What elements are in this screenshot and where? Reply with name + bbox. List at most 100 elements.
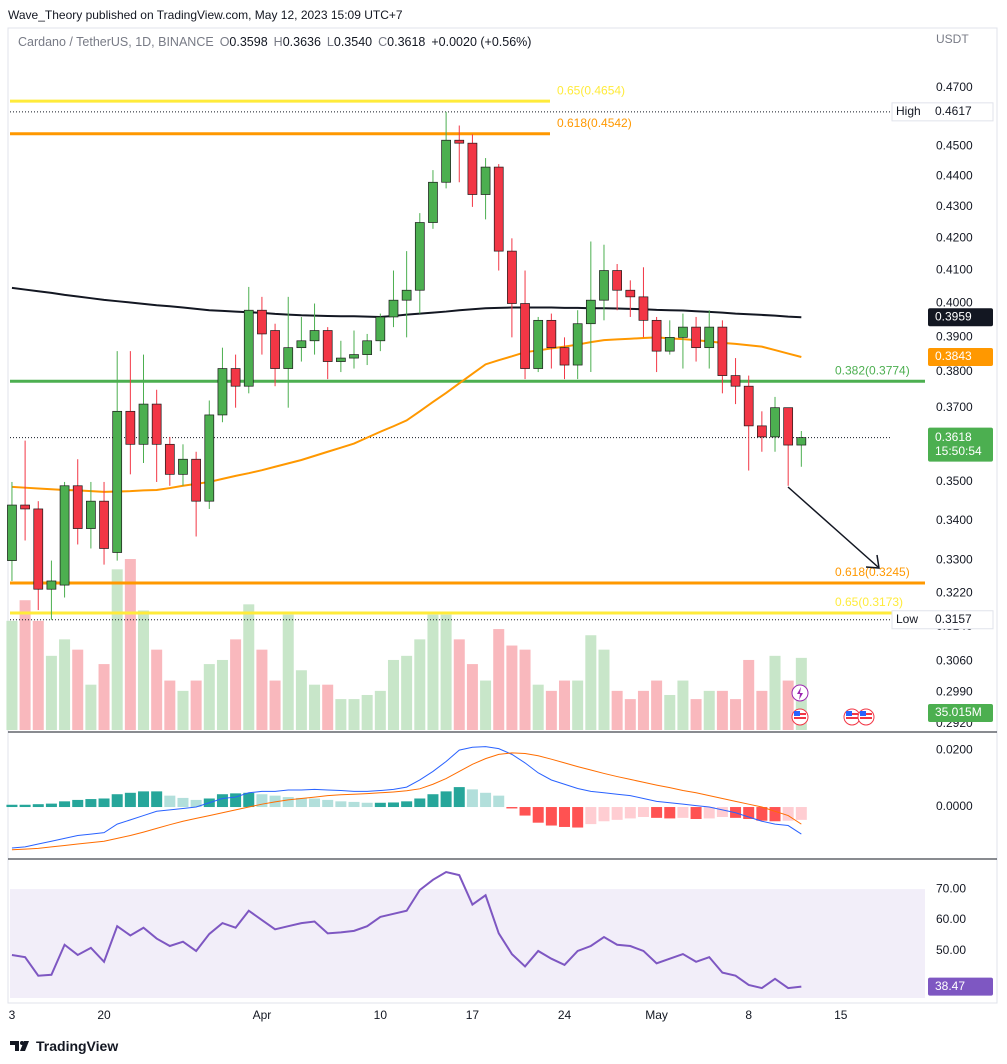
candle-body (125, 410, 136, 445)
macd-hist-bar (177, 797, 189, 808)
candle-body (599, 270, 609, 301)
macd-hist-bar (138, 791, 150, 808)
legend-key: L (326, 35, 334, 49)
candle-body (572, 323, 583, 366)
candle-body (796, 437, 807, 446)
candle-body (217, 368, 228, 416)
volume-bar (335, 699, 347, 730)
macd-hist-bar (295, 797, 307, 808)
volume-bar (374, 690, 386, 730)
volume-bar (98, 664, 110, 730)
volume-bar (782, 680, 794, 730)
macd-line (11, 746, 802, 849)
macd-hist-bar (651, 807, 663, 818)
candle-body (559, 347, 570, 366)
candle-body (691, 326, 701, 349)
ma-last-label-box (928, 308, 993, 327)
macd-hist-bar (401, 801, 413, 808)
y-tick-label: 0.3700 (936, 400, 973, 414)
low-marker-box (891, 610, 994, 630)
low-marker-name: Low (896, 612, 918, 626)
y-tick-label: 0.4100 (936, 263, 973, 277)
volume-bar (493, 629, 505, 730)
candle-body (480, 166, 491, 195)
rsi-last-box (928, 977, 993, 996)
volume-bar (322, 684, 334, 730)
macd-hist-bar (282, 797, 294, 808)
volume-bar (637, 690, 649, 730)
volume-bar (190, 680, 202, 730)
candle-body (151, 403, 162, 445)
volume-bar (414, 639, 426, 730)
legend-value: 0.3618 (387, 35, 426, 49)
volume-bar (32, 620, 44, 730)
macd-hist-bar (216, 794, 228, 808)
volume-bar (387, 659, 399, 730)
macd-hist-bar (611, 807, 623, 820)
y-tick-label: 0.3500 (936, 474, 973, 488)
candle-body (664, 337, 675, 352)
rsi-tick-label: 60.00 (936, 912, 966, 926)
volume-bar (85, 684, 97, 730)
macd-hist-bar (414, 798, 426, 808)
rsi-tick-label: 70.00 (936, 881, 966, 895)
volume-bar (203, 664, 215, 730)
candle-body (678, 326, 688, 338)
volume-bar (611, 690, 623, 730)
macd-hist-bar (703, 807, 715, 819)
x-tick-label: 15 (834, 1008, 848, 1022)
candle-body (283, 347, 294, 369)
candle-body (520, 303, 530, 369)
candle-body (533, 319, 544, 369)
macd-hist-bar (151, 791, 163, 808)
macd-hist-bar (72, 799, 84, 808)
macd-hist-bar (256, 794, 268, 808)
volume-label-box (928, 704, 993, 722)
y-tick-label: 0.4000 (936, 296, 973, 310)
macd-hist-bar (85, 799, 97, 808)
x-tick-label: 8 (745, 1008, 752, 1022)
header: Wave_Theory published on TradingView.com… (8, 8, 403, 22)
x-tick-label: 10 (374, 1008, 388, 1022)
footer-text: TradingView (36, 1038, 119, 1054)
change: +0.0020 (+0.56%) (431, 35, 532, 49)
candle-body (717, 326, 728, 376)
macd-hist-bar (782, 807, 794, 821)
volume-bar (6, 620, 18, 730)
y-tick-label: 0.4700 (936, 80, 973, 94)
footer: TradingView (10, 1038, 118, 1054)
candle-body (493, 166, 504, 252)
volume-bar (269, 680, 281, 730)
volume-bar (598, 649, 610, 730)
candle-body (138, 403, 149, 445)
volume-bar (743, 659, 755, 730)
macd-hist-bar (309, 798, 321, 808)
macd-hist-bar (19, 804, 31, 808)
macd-hist-bar (374, 802, 386, 808)
candle-body (336, 357, 346, 362)
volume-bar (532, 684, 544, 730)
candle-body (454, 139, 465, 144)
candle-body (257, 309, 267, 335)
macd-hist-bar (795, 807, 807, 820)
y-tick-label: 0.4500 (936, 138, 973, 152)
volume-bar (703, 690, 715, 730)
candle-body (7, 504, 17, 561)
candle-body (362, 340, 373, 355)
candle-body (204, 414, 215, 502)
arrow-line (787, 486, 879, 568)
candle-body (585, 299, 596, 325)
candle-body (375, 316, 386, 342)
x-tick-label: 24 (558, 1008, 572, 1022)
candle-body (296, 340, 307, 349)
candle-body (507, 250, 517, 304)
ma-last-label: 0.3843 (935, 349, 972, 363)
macd-hist-bar (559, 807, 571, 827)
macd-hist-bar (506, 807, 518, 809)
x-tick-label: 20 (97, 1008, 111, 1022)
logo (10, 1041, 29, 1051)
y-tick-label: 0.3800 (936, 364, 973, 378)
fib-label: 0.65(0.4654) (557, 83, 625, 97)
y-tick-label: 0.2990 (936, 685, 973, 699)
